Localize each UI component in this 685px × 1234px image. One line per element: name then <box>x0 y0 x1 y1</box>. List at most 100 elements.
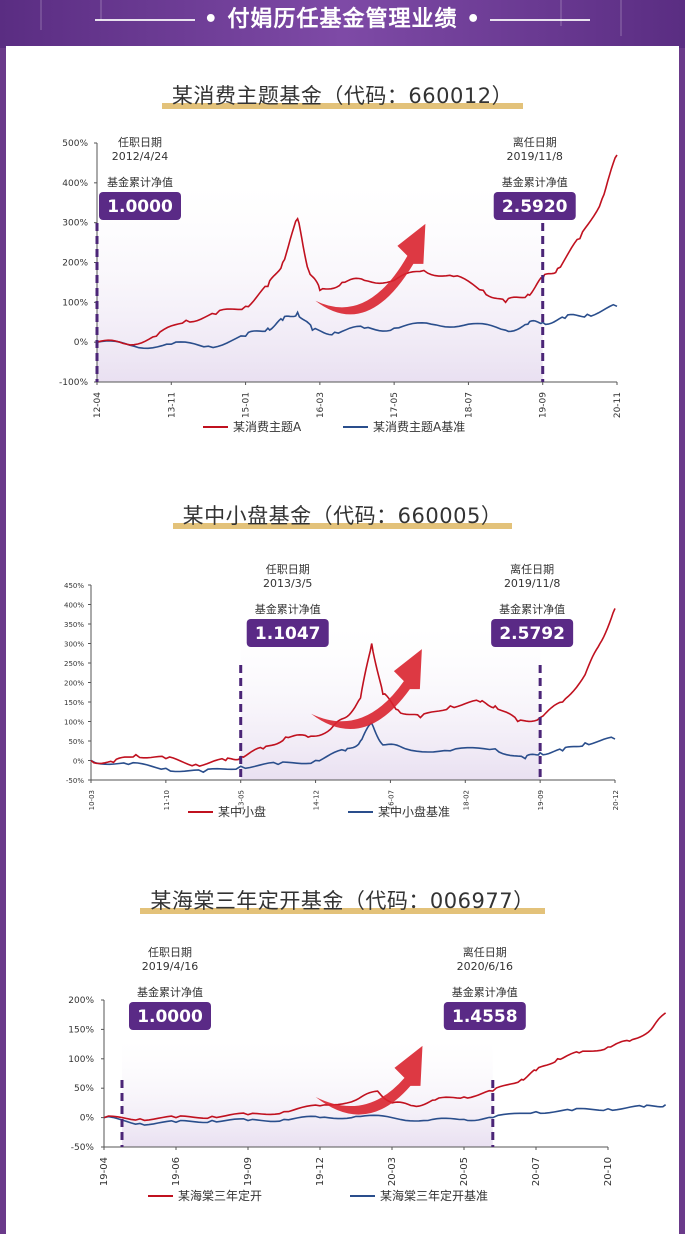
y-tick-label: -100% <box>59 378 88 388</box>
nav-value: 2.5792 <box>499 624 565 644</box>
end-label: 离任日期 <box>513 135 557 149</box>
y-tick-label: 0% <box>73 758 84 766</box>
legend-fund-label: 某海棠三年定开 <box>178 1188 262 1203</box>
nav-badge <box>493 192 576 220</box>
tenure-shade <box>122 1040 493 1147</box>
x-tick-label: 10-03 <box>88 790 96 810</box>
y-tick-label: 450% <box>64 582 84 590</box>
end-date: 2019/11/8 <box>504 577 560 590</box>
start-label: 任职日期 <box>266 563 310 576</box>
y-tick-label: 300% <box>64 641 84 649</box>
chart3: -50% 0% 50% 100% 150% 200% 19-04 19-06 19-09 19-1… <box>68 945 667 1203</box>
legend-bench-label: 某海棠三年定开基准 <box>380 1188 488 1203</box>
trend-arrow-icon <box>315 223 426 315</box>
x-tick-label: 20-03 <box>387 1157 398 1186</box>
trend-arrow-icon <box>315 1045 423 1115</box>
x-tick-label: 18-07 <box>464 392 474 418</box>
chart3-title-text: 某海棠三年定开基金（代码：006977） <box>150 889 535 913</box>
nav-label: 基金累计净值 <box>452 985 518 999</box>
legend-bench-label: 某中小盘基准 <box>378 804 450 819</box>
header-divider-right <box>490 19 590 21</box>
nav-value: 1.0000 <box>107 197 173 217</box>
y-tick-label: 200% <box>68 996 94 1006</box>
nav-label: 基金累计净值 <box>502 175 568 189</box>
end-label: 离任日期 <box>463 945 507 959</box>
x-tick-label: 19-12 <box>315 1157 326 1186</box>
header-band: • 付娟历任基金管理业绩 • <box>0 0 685 48</box>
y-tick-label: -50% <box>66 777 84 785</box>
page-title: • 付娟历任基金管理业绩 • <box>203 7 482 32</box>
x-tick-label: 18-02 <box>462 790 470 810</box>
nav-badge <box>443 1002 526 1030</box>
nav-badge <box>99 192 181 220</box>
start-label: 任职日期 <box>118 136 162 149</box>
chart1: -100% 0% 100% 200% 300% 400% 500% 12-04 13-11 15-… <box>59 135 623 434</box>
chart1-title: 某消费主题基金（代码：660012） <box>0 80 685 110</box>
nav-label: 基金累计净值 <box>499 602 565 616</box>
y-tick-label: 100% <box>68 1055 94 1065</box>
start-label: 任职日期 <box>148 946 192 959</box>
nav-badge <box>129 1002 211 1030</box>
start-date: 2019/4/16 <box>142 960 198 973</box>
x-tick-label: 12-04 <box>93 392 103 418</box>
header-divider-left <box>95 19 195 21</box>
start-date: 2012/4/24 <box>112 150 168 163</box>
y-tick-label: 0% <box>80 1114 95 1124</box>
chart2: -50% 0% 50% 100% 150% 200% 250% 300% 350% 400% 450… <box>64 562 620 819</box>
y-tick-label: 0% <box>74 338 89 348</box>
page-title-text: 付娟历任基金管理业绩 <box>227 7 458 32</box>
benchmark-line <box>96 303 618 350</box>
y-tick-label: 50% <box>74 1084 94 1094</box>
x-tick-label: 15-01 <box>242 392 252 418</box>
start-date: 2013/3/5 <box>263 577 312 590</box>
y-tick-label: 350% <box>64 621 84 629</box>
x-tick-label: 20-12 <box>612 790 620 810</box>
y-tick-label: 500% <box>62 139 88 149</box>
y-tick-label: 150% <box>68 1025 94 1035</box>
x-tick-label: 16-03 <box>316 392 326 418</box>
x-tick-label: 17-05 <box>390 392 400 418</box>
chart2-title: 某中小盘基金（代码：660005） <box>0 500 685 530</box>
chart1-title-text: 某消费主题基金（代码：660012） <box>171 84 514 108</box>
nav-badge <box>246 619 329 647</box>
y-tick-label: 300% <box>62 219 88 229</box>
nav-label: 基金累计净值 <box>255 602 321 616</box>
legend-bench-label: 某消费主题A基准 <box>373 420 465 434</box>
x-tick-label: 13-05 <box>238 790 246 810</box>
x-tick-label: 20-05 <box>459 1157 470 1186</box>
y-tick-label: 400% <box>64 602 84 610</box>
y-tick-label: 150% <box>64 699 84 707</box>
x-tick-label: 19-04 <box>99 1157 110 1186</box>
end-label: 离任日期 <box>510 562 554 576</box>
end-date: 2020/6/16 <box>457 960 513 973</box>
chart3-title: 某海棠三年定开基金（代码：006977） <box>0 885 685 915</box>
y-tick-label: -50% <box>71 1143 95 1153</box>
nav-badge <box>491 619 574 647</box>
end-date: 2019/11/8 <box>507 150 563 163</box>
nav-value: 1.0000 <box>137 1007 203 1027</box>
trend-arrow-icon <box>311 649 422 729</box>
x-tick-label: 19-09 <box>537 790 545 810</box>
decor-candle <box>560 0 562 26</box>
nav-value: 1.4558 <box>452 1007 518 1027</box>
fund-line <box>90 608 616 767</box>
x-tick-label: 20-10 <box>603 1157 614 1186</box>
nav-label: 基金累计净值 <box>137 985 203 999</box>
x-tick-label: 20-07 <box>531 1157 542 1186</box>
x-tick-label: 14-12 <box>313 790 321 810</box>
y-tick-label: 200% <box>62 259 88 269</box>
y-tick-label: 100% <box>64 719 84 727</box>
fund-line <box>103 1012 667 1122</box>
nav-value: 2.5920 <box>502 197 568 217</box>
y-tick-label: 250% <box>64 660 84 668</box>
y-tick-label: 400% <box>62 179 88 189</box>
x-tick-label: 13-11 <box>167 392 177 418</box>
legend-fund-label: 某中小盘 <box>218 804 266 819</box>
decor-candle <box>100 0 102 20</box>
x-tick-label: 19-06 <box>171 1157 182 1186</box>
x-tick-label: 11-10 <box>163 790 171 810</box>
x-tick-label: 19-09 <box>243 1157 254 1186</box>
benchmark-line <box>103 1104 667 1126</box>
decor-candle <box>40 0 42 30</box>
x-tick-label: 20-11 <box>613 392 623 418</box>
